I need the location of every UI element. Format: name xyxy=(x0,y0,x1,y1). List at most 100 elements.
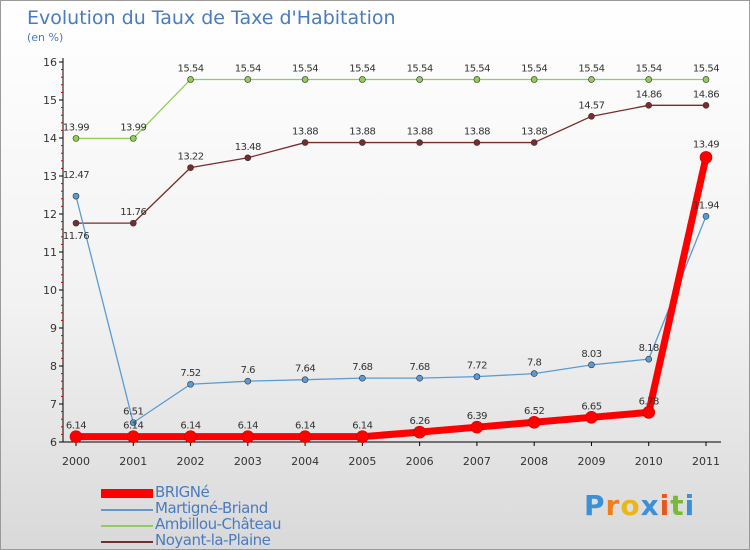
data-point-1 xyxy=(129,419,137,426)
data-label: 7.64 xyxy=(295,364,315,375)
data-label: 6.39 xyxy=(467,411,487,422)
data-point-3 xyxy=(530,139,538,146)
data-label: 15.54 xyxy=(349,63,375,74)
data-label: 15.54 xyxy=(235,63,261,74)
data-label: 6.26 xyxy=(410,416,430,427)
data-point-2 xyxy=(645,76,653,83)
data-point-0 xyxy=(413,425,426,439)
legend-item-martigne-briand: Martigné-Briand xyxy=(101,499,361,517)
y-tick-label: 11 xyxy=(43,246,57,259)
legend-swatch-martigne-briand xyxy=(101,509,153,511)
data-label: 15.54 xyxy=(292,63,318,74)
data-point-2 xyxy=(72,135,80,142)
data-point-1 xyxy=(645,355,653,363)
data-label: 13.49 xyxy=(693,139,719,150)
data-point-2 xyxy=(702,76,710,83)
data-label: 7.52 xyxy=(180,368,200,379)
data-label: 13.22 xyxy=(177,152,203,163)
data-point-1 xyxy=(244,377,252,385)
data-point-0 xyxy=(470,420,484,434)
data-point-1 xyxy=(473,373,481,380)
data-point-3 xyxy=(359,139,366,146)
data-point-2 xyxy=(187,76,194,83)
data-point-2 xyxy=(530,76,538,83)
legend-item-noyant-la-plaine: Noyant-la-Plaine xyxy=(101,531,361,549)
data-label: 14.86 xyxy=(693,89,719,100)
data-label: 15.54 xyxy=(464,63,490,74)
data-point-1 xyxy=(72,192,80,200)
series-line-1 xyxy=(75,195,707,424)
data-point-0 xyxy=(699,151,713,164)
x-tick-label: 2006 xyxy=(406,455,434,468)
data-point-1 xyxy=(702,212,710,220)
y-tick-label: 8 xyxy=(50,360,57,373)
data-label: 7.6 xyxy=(241,365,256,376)
data-label: 6.14 xyxy=(123,421,143,432)
data-label: 6.78 xyxy=(639,396,659,407)
legend-label-martigne-briand: Martigné-Briand xyxy=(155,499,268,517)
x-tick-label: 2010 xyxy=(635,455,663,468)
data-label: 14.86 xyxy=(636,89,662,100)
data-point-3 xyxy=(588,113,595,120)
y-tick-label: 10 xyxy=(43,284,57,297)
data-label: 13.48 xyxy=(235,142,261,153)
data-point-3 xyxy=(187,164,194,171)
data-point-0 xyxy=(527,415,541,429)
y-tick-label: 16 xyxy=(43,56,57,69)
data-label: 11.94 xyxy=(693,200,719,211)
x-tick-label: 2009 xyxy=(577,455,605,468)
data-label: 13.99 xyxy=(63,122,89,133)
data-label: 6.14 xyxy=(66,421,86,432)
x-tick-label: 2005 xyxy=(348,455,376,468)
data-label: 15.54 xyxy=(521,63,547,74)
x-tick-label: 2008 xyxy=(520,455,548,468)
data-label: 15.54 xyxy=(407,63,433,74)
data-point-2 xyxy=(129,135,137,142)
data-point-1 xyxy=(530,370,538,377)
data-point-2 xyxy=(416,76,423,83)
data-label: 6.14 xyxy=(295,421,315,432)
data-point-1 xyxy=(187,380,194,388)
legend-label-brigne: BRIGNé xyxy=(155,483,210,501)
proxiti-logo: Proxiti xyxy=(584,489,695,522)
data-label: 11.76 xyxy=(120,207,146,218)
data-label: 15.54 xyxy=(636,63,662,74)
data-point-3 xyxy=(72,219,80,227)
legend-item-brigne: BRIGNé xyxy=(101,483,361,501)
data-point-0 xyxy=(642,406,656,419)
logo-letter: i xyxy=(659,489,671,522)
data-point-2 xyxy=(244,76,252,83)
data-label: 13.88 xyxy=(521,127,547,138)
series-line-2 xyxy=(75,78,707,140)
y-tick-label: 13 xyxy=(43,170,57,183)
y-tick-label: 12 xyxy=(43,208,57,221)
data-label: 8.03 xyxy=(581,349,601,360)
data-label: 13.99 xyxy=(120,122,146,133)
data-label: 7.8 xyxy=(527,358,542,369)
legend: BRIGNé Martigné-Briand Ambillou-Château … xyxy=(101,483,361,549)
data-point-3 xyxy=(301,139,309,146)
data-point-1 xyxy=(301,376,309,383)
data-point-3 xyxy=(645,102,653,109)
data-point-2 xyxy=(588,76,595,83)
logo-letter: t xyxy=(670,489,685,522)
data-label: 6.14 xyxy=(180,421,200,432)
logo-letter: o xyxy=(620,489,641,522)
logo-letter: i xyxy=(684,489,696,522)
legend-swatch-ambillou-chateau xyxy=(101,525,153,527)
data-label: 7.68 xyxy=(410,362,430,373)
logo-letter: x xyxy=(640,489,660,522)
data-point-0 xyxy=(126,430,140,443)
data-label: 7.68 xyxy=(352,362,372,373)
series-line-3 xyxy=(75,104,707,224)
logo-letter: P xyxy=(584,489,606,522)
data-point-0 xyxy=(585,410,598,424)
legend-label-ambillou-chateau: Ambillou-Château xyxy=(155,515,281,533)
data-point-1 xyxy=(588,361,595,369)
x-tick-label: 2007 xyxy=(463,455,491,468)
x-tick-label: 2003 xyxy=(234,455,262,468)
data-point-2 xyxy=(301,76,309,83)
y-tick-label: 7 xyxy=(50,398,57,411)
